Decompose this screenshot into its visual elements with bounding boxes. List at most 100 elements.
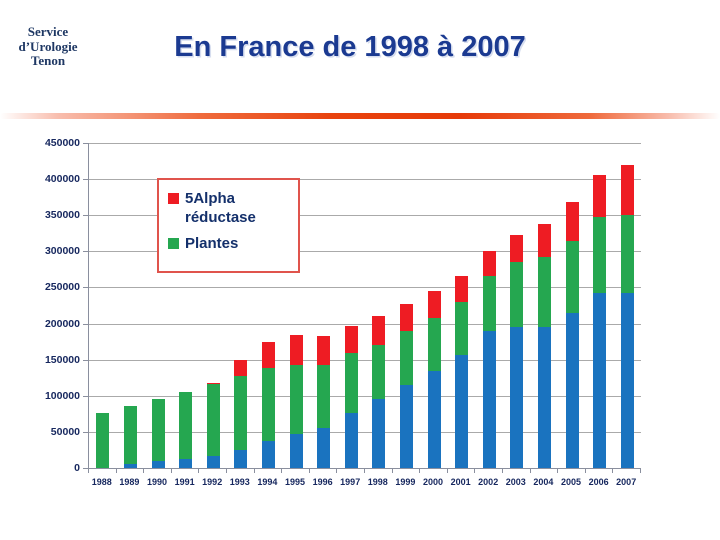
bar-2000 [427,291,441,468]
bar-segment [620,215,634,294]
y-axis-label-300000: 300000 [44,245,80,258]
y-axis-label-450000: 450000 [44,137,80,149]
x-axis-tick [502,469,503,473]
bar-segment [317,364,331,429]
legend-item-5alpha-reductase: 5Alpha réductase [168,189,292,227]
bar-1996 [317,335,331,468]
bar-1991 [179,392,193,468]
y-axis-label-100000: 100000 [44,389,80,402]
x-axis-label-1998: 1998 [367,477,388,487]
bar-segment [372,344,386,400]
x-axis-tick [612,469,614,473]
y-axis-label-0: 0 [74,462,80,474]
bar-segment [261,341,275,369]
bar-segment [399,384,413,468]
bar-segment [96,413,110,468]
bar-segment [234,360,248,377]
x-axis-tick [446,469,448,473]
bar-segment [234,449,248,468]
gridline-100000 [89,395,641,397]
bar-segment [372,316,386,345]
gridline-400000 [89,179,641,181]
bar-segment [620,164,634,216]
bar-segment [427,317,441,372]
bar-1995 [289,335,303,468]
bar-1997 [344,326,358,468]
bar-segment [123,405,137,465]
y-axis-label-50000: 50000 [50,425,80,438]
bar-segment [593,174,607,217]
bar-segment [565,313,579,468]
x-axis-label-1990: 1990 [146,477,167,487]
x-axis-tick [88,469,89,473]
bar-segment [537,257,551,328]
bar-segment [289,335,303,366]
x-axis-label-2005: 2005 [560,477,581,487]
bar-segment [234,376,248,450]
bar-segment [482,330,496,468]
bar-2001 [455,275,469,468]
bar-segment [482,250,496,276]
bar-1990 [151,399,165,468]
x-axis-tick [391,469,393,473]
x-axis-label-2007: 2007 [616,477,637,487]
x-axis-label-2006: 2006 [588,477,609,487]
title-divider-rule [0,113,720,119]
bar-segment [206,455,220,468]
x-axis-label-1997: 1997 [340,477,361,487]
bar-1998 [372,316,386,468]
bar-segment [482,275,496,331]
x-axis-tick [529,469,531,473]
bar-1994 [261,341,275,468]
x-axis-label-2004: 2004 [533,477,554,487]
x-axis-label-1988: 1988 [91,477,112,487]
bar-segment [261,368,275,441]
bar-segment [537,327,551,468]
y-axis-label-200000: 200000 [44,317,80,330]
gridline-150000 [89,359,641,361]
gridline-250000 [89,287,641,289]
gridline-300000 [89,251,641,253]
x-axis-tick [226,469,227,473]
y-axis-tick [83,143,88,144]
bar-segment [372,399,386,468]
legend-swatch-red [168,193,179,204]
gridline-350000 [89,215,641,217]
bar-1989 [123,405,137,468]
bar-segment [510,234,524,263]
bar-2006 [593,174,607,468]
x-axis-tick [170,469,172,473]
x-axis-tick [419,469,421,473]
x-axis-label-1994: 1994 [257,477,278,487]
bar-segment [317,428,331,468]
bar-segment [399,330,413,385]
plot-area [88,143,641,469]
bar-segment [151,399,165,461]
x-axis-tick [336,469,338,473]
bar-segment [344,413,358,468]
bar-2005 [565,201,579,468]
bar-segment [537,223,551,258]
bar-segment [510,262,524,328]
y-axis-tick [83,287,88,289]
logo-service-urologie-tenon: Service d’Urologie Tenon [4,24,92,69]
legend-label-5alpha-reductase: 5Alpha réductase [185,190,256,226]
bar-segment [206,384,220,456]
chart-legend: 5Alpha réductase Plantes [157,178,300,273]
gridline-200000 [89,323,641,325]
bar-segment [289,365,303,435]
bar-segment [179,458,193,468]
bar-segment [593,216,607,293]
y-axis-label-400000: 400000 [44,173,80,186]
bar-segment [399,304,413,331]
bar-segment [455,275,469,302]
x-axis-label-1992: 1992 [202,477,223,487]
x-axis-label-1995: 1995 [284,477,305,487]
y-axis-tick [83,215,88,217]
x-axis-label-2001: 2001 [450,477,471,487]
bar-segment [593,292,607,468]
x-axis-tick [143,469,145,473]
x-axis-label-2002: 2002 [478,477,499,487]
y-axis-tick [83,395,88,397]
